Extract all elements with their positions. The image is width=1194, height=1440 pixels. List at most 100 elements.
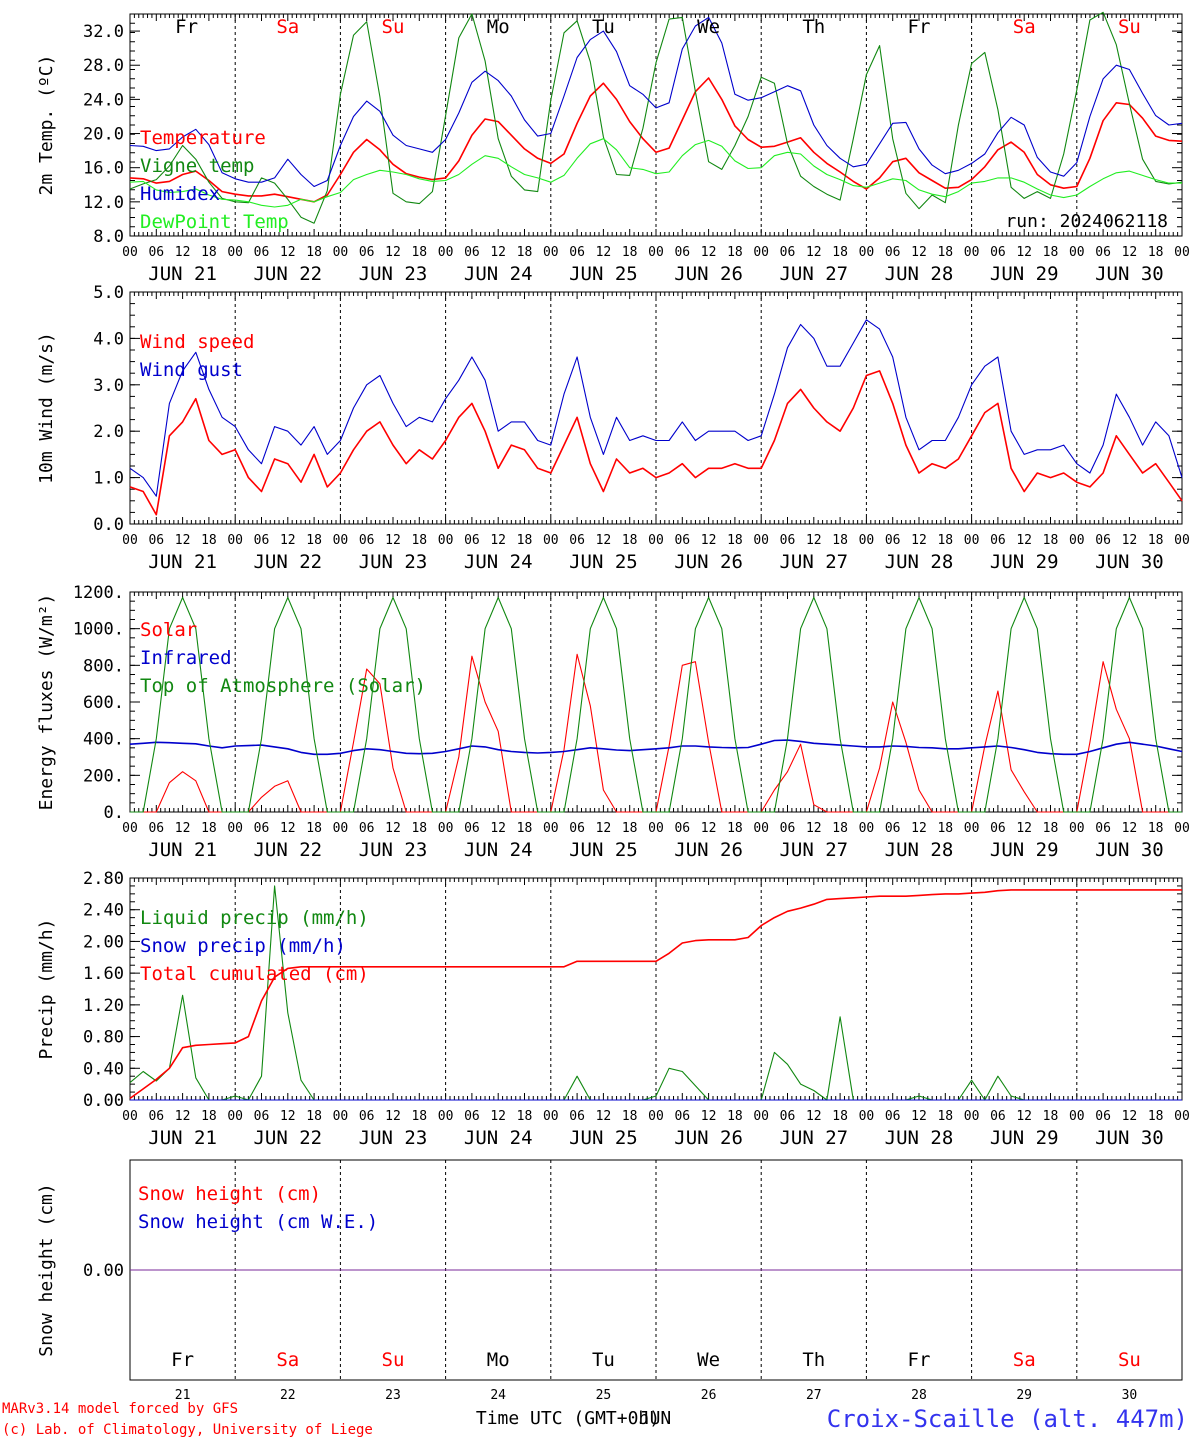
day-number: 24 [490,1388,506,1403]
day-label: JUN 29 [990,1127,1059,1149]
hour-label: 00 [859,533,875,548]
hour-label: 06 [359,245,375,260]
day-label: JUN 27 [779,551,848,573]
hour-label: 06 [885,245,901,260]
day-number: 29 [1016,1388,1032,1403]
hour-label: 00 [648,533,664,548]
series-liquid-precip-mm-h [129,885,1182,1101]
y-tick-label: 400. [83,730,124,750]
hour-label: 18 [727,821,743,836]
hour-label: 00 [227,533,243,548]
y-tick-label: 0.00 [83,1091,124,1111]
hour-label: 00 [1174,1109,1190,1124]
day-label: JUN 26 [674,263,743,285]
hour-label: 00 [1069,821,1085,836]
run-label: run: 2024062118 [1005,211,1168,232]
hour-label: 00 [1069,1109,1085,1124]
y-tick-label: 12.0 [83,193,124,213]
hour-label: 00 [227,245,243,260]
day-label: JUN 22 [253,1127,322,1149]
hour-label: 00 [859,1109,875,1124]
day-label: JUN 29 [990,839,1059,861]
y-tick-label: 2.80 [83,869,124,889]
hour-label: 12 [175,245,191,260]
hour-label: 00 [543,821,559,836]
y-tick-label: 2.40 [83,901,124,921]
hour-label: 00 [543,533,559,548]
hour-label: 00 [964,533,980,548]
series-group [129,596,1183,813]
day-label: JUN 25 [569,1127,638,1149]
hour-label: 06 [359,1109,375,1124]
series-group [129,885,1182,1101]
hour-label: 00 [1174,533,1190,548]
hour-label: 00 [122,245,138,260]
weekday-bottom: Su [1118,1349,1141,1371]
panel-2: 0.0 1.0 2.0 3.0 4.0 5.0 10m Wind (m/s) Wind spe… [36,283,1190,573]
hour-label: 12 [911,821,927,836]
day-label: JUN 21 [148,263,217,285]
hour-label: 00 [964,821,980,836]
hour-label: 06 [569,533,585,548]
hour-label: 00 [1174,821,1190,836]
series-group [129,319,1183,516]
hour-label: 18 [937,1109,953,1124]
day-label: JUN 27 [779,839,848,861]
hour-label: 06 [990,1109,1006,1124]
day-label: JUN 28 [885,263,954,285]
legend-entry: Humidex [140,183,220,205]
legend-entry: Vigne temp [140,155,254,177]
hour-label: 12 [280,821,296,836]
hour-label: 12 [806,245,822,260]
hour-label: 12 [280,533,296,548]
hour-label: 12 [175,1109,191,1124]
hour-label: 12 [175,821,191,836]
y-axis-label: Energy fluxes (W/m²) [36,594,57,811]
hour-label: 12 [490,821,506,836]
day-number: 23 [385,1388,401,1403]
hour-label: 00 [753,245,769,260]
y-tick-label: 0.80 [83,1028,124,1048]
y-tick-label: 0.40 [83,1059,124,1079]
legend-entry: Liquid precip (mm/h) [140,907,369,929]
hour-label: 06 [464,821,480,836]
day-label: JUN 27 [779,263,848,285]
day-number: 30 [1122,1388,1138,1403]
day-number: 25 [596,1388,612,1403]
weekday-bottom: Fr [171,1349,194,1371]
y-axis-label: Precip (mm/h) [36,919,57,1060]
day-label: JUN 30 [1095,263,1164,285]
hour-label: 18 [517,245,533,260]
x-axis-labels: 00 06 12 18 JUN 21 00 06 12 18 JUN 22 00 06 12 18 JUN … [122,245,1190,285]
y-tick-label: 32.0 [83,22,124,42]
hour-label: 18 [1148,533,1164,548]
hour-label: 06 [1095,245,1111,260]
day-label: JUN 24 [464,551,533,573]
hour-label: 18 [411,1109,427,1124]
x-axis-labels: 00 06 12 18 JUN 21 00 06 12 18 JUN 22 00 06 12 18 JUN … [122,821,1190,861]
hour-label: 06 [148,245,164,260]
day-label: JUN 21 [148,839,217,861]
day-label: JUN 25 [569,263,638,285]
weekday-bottom: Tu [592,1349,615,1371]
weekday-bottom: Sa [276,1349,299,1371]
hour-label: 06 [780,821,796,836]
hour-label: 12 [490,533,506,548]
hour-label: 18 [201,821,217,836]
series-total-cumulated-cm [129,889,1182,1100]
weekday-bottom: Su [382,1349,405,1371]
weekday-top: Sa [276,16,299,38]
series-wind-speed [129,370,1183,516]
hour-label: 06 [990,245,1006,260]
y-tick-label: 4.0 [93,329,124,349]
hour-ticks [129,292,1183,524]
weekday-bottom: Sa [1013,1349,1036,1371]
hour-label: 00 [859,245,875,260]
day-label: JUN 29 [990,263,1059,285]
series-dewpoint-temp [129,138,1182,208]
day-label: JUN 24 [464,1127,533,1149]
hour-ticks [129,878,1183,1100]
weekday-top: Fr [175,16,198,38]
hour-label: 00 [648,1109,664,1124]
hour-label: 12 [596,821,612,836]
